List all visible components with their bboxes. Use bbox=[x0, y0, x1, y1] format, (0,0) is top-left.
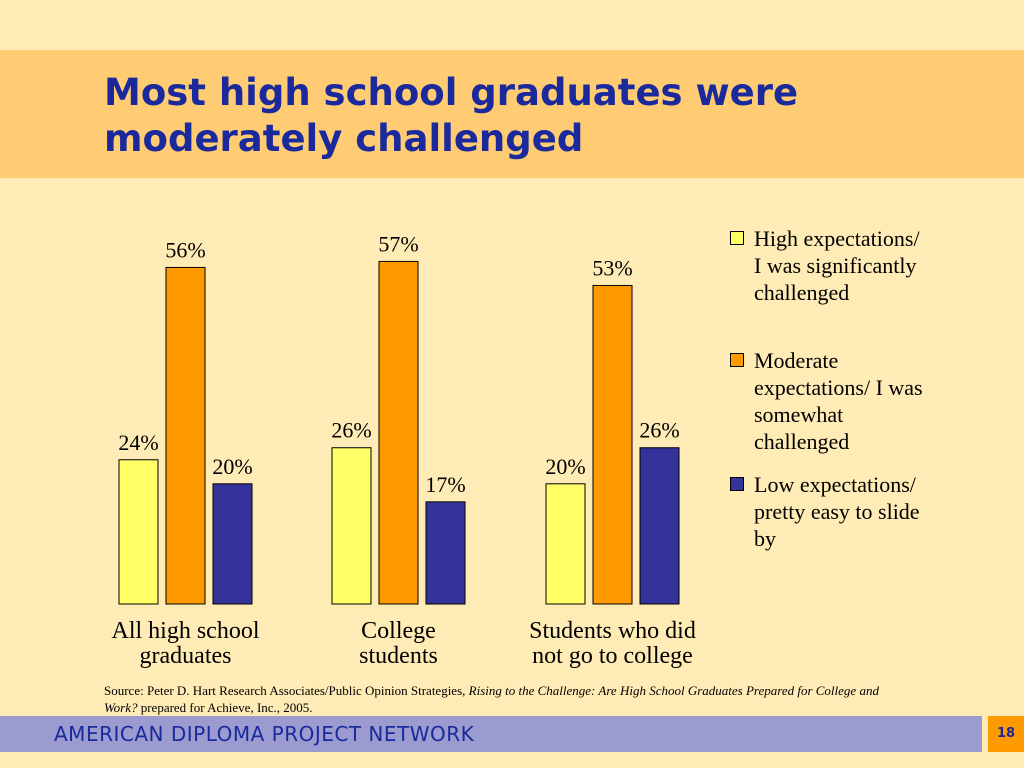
legend-swatch-2 bbox=[730, 353, 744, 367]
legend-label-3-line-2: pretty easy to slide bbox=[754, 499, 920, 524]
source-note: Source: Peter D. Hart Research Associate… bbox=[104, 682, 894, 716]
bar-3-3 bbox=[639, 447, 680, 605]
legend-swatch-1 bbox=[730, 231, 744, 245]
legend-label-2: Moderate expectations/ I was somewhat chall… bbox=[754, 347, 969, 455]
bar-1-3 bbox=[212, 483, 253, 605]
data-label-2-3: 17% bbox=[425, 472, 465, 497]
category-label-3-line-1: Students who did bbox=[529, 618, 696, 644]
data-label-1-3: 20% bbox=[212, 454, 252, 479]
footer-organization: AMERICAN DIPLOMA PROJECT NETWORK bbox=[54, 722, 475, 746]
category-label-3-line-2: not go to college bbox=[532, 643, 693, 669]
bar-3-2 bbox=[592, 284, 633, 605]
legend-label-2-line-1: Moderate bbox=[754, 348, 839, 373]
source-prefix: Source: Peter D. Hart Research Associate… bbox=[104, 683, 469, 698]
legend-swatch-3 bbox=[730, 477, 744, 491]
legend-label-1-line-3: challenged bbox=[754, 280, 850, 305]
data-label-2-1: 26% bbox=[331, 418, 371, 443]
data-label-1-1: 24% bbox=[118, 430, 158, 455]
slide-title: Most high school graduates were moderate… bbox=[104, 71, 799, 160]
legend-label-2-line-3: somewhat bbox=[754, 402, 844, 427]
bar-2-1 bbox=[331, 447, 372, 605]
legend-label-1-line-2: I was significantly bbox=[754, 253, 917, 278]
legend-label-2-line-2: expectations/ I was bbox=[754, 375, 923, 400]
data-label-3-2: 53% bbox=[592, 255, 632, 280]
data-label-3-3: 26% bbox=[639, 418, 679, 443]
source-suffix: prepared for Achieve, Inc., 2005. bbox=[137, 700, 313, 715]
legend-label-1-line-1: High expectations/ bbox=[754, 226, 920, 251]
legend-label-3-line-1: Low expectations/ bbox=[754, 472, 916, 497]
data-label-2-2: 57% bbox=[378, 231, 418, 256]
bar-1-2 bbox=[165, 266, 206, 605]
category-label-2-line-1: College bbox=[361, 618, 436, 644]
footer-band bbox=[0, 716, 982, 752]
data-label-3-1: 20% bbox=[545, 454, 585, 479]
legend-label-2-line-4: challenged bbox=[754, 429, 850, 454]
legend-label-3: Low expectations/pretty easy to slide by bbox=[754, 471, 969, 552]
bar-2-2 bbox=[378, 260, 419, 605]
category-label-1-line-1: All high school bbox=[112, 618, 260, 644]
legend-label-1: High expectations/I was significantly cha… bbox=[754, 225, 969, 306]
bar-3-1 bbox=[545, 483, 586, 605]
category-label-1-line-2: graduates bbox=[140, 643, 232, 669]
title-band bbox=[0, 50, 1024, 178]
bar-2-3 bbox=[425, 501, 466, 605]
source-title: Rising to the Challenge: Are High School… bbox=[104, 683, 879, 715]
data-label-1-2: 56% bbox=[165, 237, 205, 262]
bar-1-1 bbox=[118, 459, 159, 605]
page-number-box bbox=[988, 716, 1024, 752]
category-label-2-line-2: students bbox=[359, 643, 438, 669]
legend-label-3-line-3: by bbox=[754, 526, 776, 551]
page-number: 18 bbox=[996, 726, 1016, 741]
